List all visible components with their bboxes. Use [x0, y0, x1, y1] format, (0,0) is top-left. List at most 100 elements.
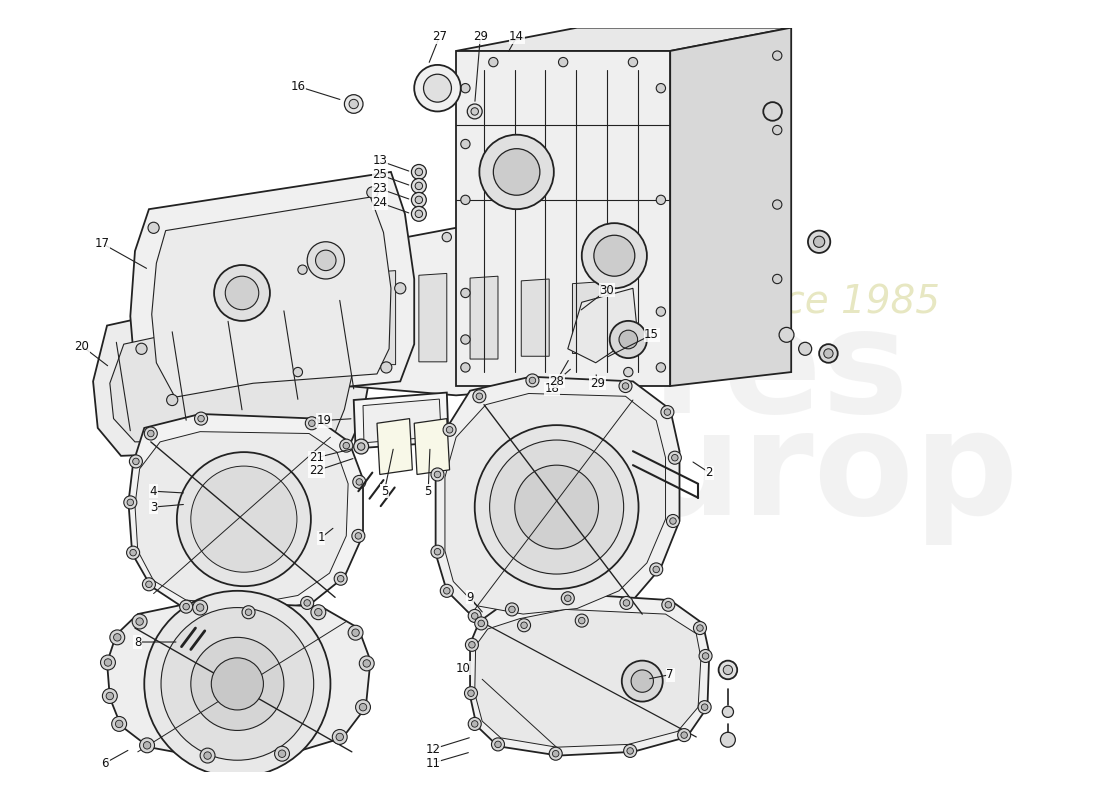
Polygon shape — [568, 288, 638, 362]
Text: 5: 5 — [425, 485, 432, 498]
Circle shape — [488, 58, 498, 66]
Circle shape — [126, 546, 140, 559]
Circle shape — [136, 343, 147, 354]
Circle shape — [678, 729, 691, 742]
Circle shape — [275, 746, 289, 761]
Text: 20: 20 — [75, 339, 89, 353]
Circle shape — [294, 367, 302, 377]
Text: 29: 29 — [473, 30, 487, 43]
Circle shape — [698, 701, 711, 714]
Polygon shape — [363, 399, 441, 443]
Circle shape — [298, 265, 307, 274]
Circle shape — [464, 686, 477, 700]
Circle shape — [415, 196, 422, 203]
Circle shape — [349, 99, 359, 109]
Circle shape — [508, 606, 515, 613]
Circle shape — [594, 235, 635, 276]
Circle shape — [681, 732, 688, 738]
Circle shape — [100, 655, 116, 670]
Circle shape — [469, 610, 481, 622]
Circle shape — [814, 236, 825, 247]
Text: 2: 2 — [705, 466, 713, 479]
Circle shape — [657, 195, 665, 205]
Circle shape — [242, 606, 255, 618]
Circle shape — [672, 454, 678, 461]
Circle shape — [552, 750, 559, 757]
Circle shape — [529, 377, 536, 384]
Circle shape — [161, 607, 314, 760]
Circle shape — [492, 738, 505, 751]
Polygon shape — [94, 274, 372, 456]
Circle shape — [718, 661, 737, 679]
Circle shape — [696, 625, 703, 631]
Circle shape — [627, 748, 634, 754]
Polygon shape — [354, 393, 449, 449]
Circle shape — [669, 451, 681, 464]
Circle shape — [653, 566, 660, 573]
Circle shape — [631, 670, 653, 692]
Circle shape — [471, 108, 478, 115]
Circle shape — [113, 634, 121, 641]
Circle shape — [177, 452, 311, 586]
Circle shape — [116, 720, 123, 728]
Circle shape — [304, 600, 310, 606]
Circle shape — [661, 406, 674, 418]
Circle shape — [434, 471, 441, 478]
Circle shape — [148, 222, 159, 234]
Circle shape — [664, 409, 671, 415]
Circle shape — [465, 638, 478, 651]
Circle shape — [772, 126, 782, 134]
Circle shape — [381, 362, 392, 373]
Circle shape — [824, 349, 833, 358]
Text: 29: 29 — [590, 377, 605, 390]
Circle shape — [190, 638, 284, 730]
Text: 30: 30 — [600, 284, 614, 297]
Circle shape — [702, 704, 708, 710]
Circle shape — [431, 546, 444, 558]
Text: 16: 16 — [290, 80, 306, 93]
Circle shape — [198, 415, 205, 422]
Circle shape — [657, 83, 665, 93]
Circle shape — [763, 102, 782, 121]
Circle shape — [415, 210, 422, 218]
Circle shape — [515, 465, 598, 549]
Circle shape — [366, 187, 378, 198]
Circle shape — [307, 242, 344, 279]
Circle shape — [564, 595, 571, 602]
Circle shape — [442, 233, 451, 242]
Circle shape — [772, 200, 782, 209]
Circle shape — [145, 581, 152, 587]
Text: 18: 18 — [544, 382, 560, 395]
Text: 28: 28 — [549, 375, 564, 388]
Circle shape — [344, 94, 363, 114]
Circle shape — [395, 282, 406, 294]
Circle shape — [443, 423, 456, 436]
Circle shape — [204, 752, 211, 759]
Circle shape — [520, 622, 527, 629]
Circle shape — [179, 600, 192, 613]
Circle shape — [662, 598, 674, 611]
Polygon shape — [415, 418, 450, 474]
Circle shape — [505, 603, 518, 616]
Polygon shape — [444, 394, 666, 614]
Circle shape — [772, 274, 782, 284]
Text: 5: 5 — [381, 485, 388, 498]
Circle shape — [820, 344, 838, 362]
Circle shape — [336, 734, 343, 741]
Circle shape — [363, 660, 371, 667]
Polygon shape — [475, 610, 701, 747]
Circle shape — [355, 533, 362, 539]
Circle shape — [211, 658, 263, 710]
Polygon shape — [135, 432, 348, 605]
Circle shape — [619, 330, 638, 349]
Text: 12: 12 — [426, 742, 440, 755]
Circle shape — [461, 362, 470, 372]
Circle shape — [808, 230, 830, 253]
Text: 14: 14 — [509, 30, 524, 43]
Circle shape — [472, 613, 478, 619]
Text: 25: 25 — [372, 168, 387, 182]
Text: 17: 17 — [95, 237, 110, 250]
Polygon shape — [130, 172, 415, 414]
Circle shape — [360, 656, 374, 671]
Circle shape — [582, 223, 647, 288]
